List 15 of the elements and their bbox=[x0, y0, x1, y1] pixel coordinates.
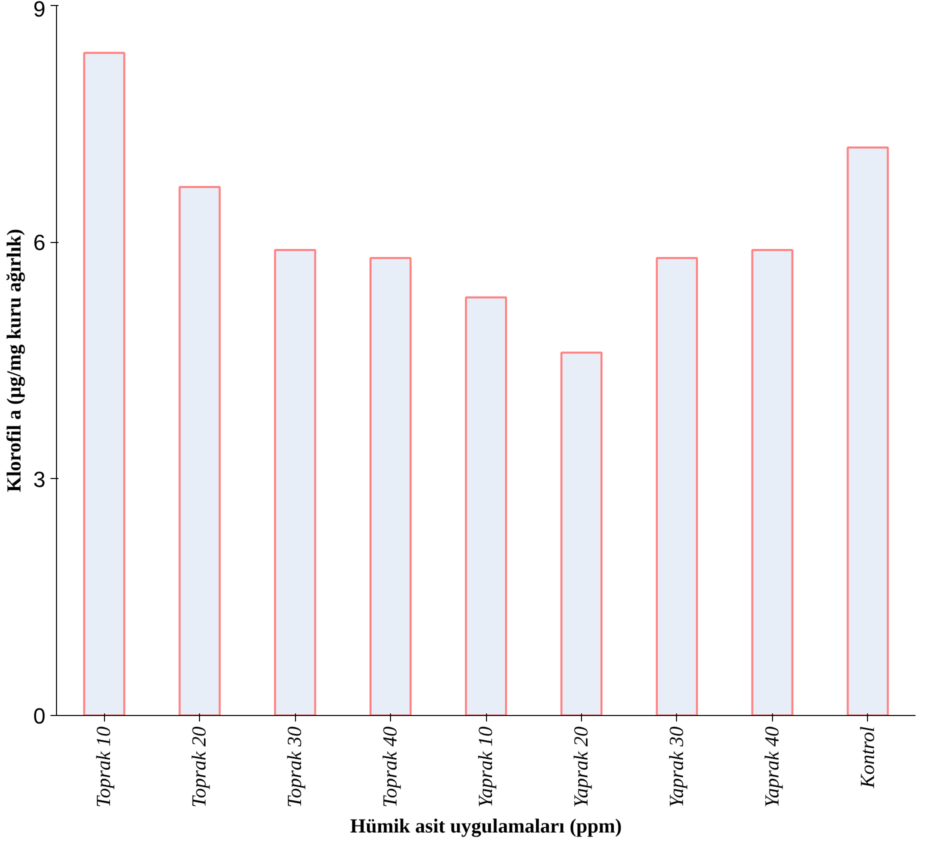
x-tick-label: Yaprak 10 bbox=[475, 726, 497, 808]
x-tick-label: Toprak 30 bbox=[284, 726, 306, 808]
x-tick-label: Yaprak 30 bbox=[666, 726, 688, 808]
y-tick-label: 6 bbox=[33, 230, 46, 256]
x-tick-label: Kontrol bbox=[856, 726, 879, 789]
x-tick-label: Yaprak 20 bbox=[570, 726, 592, 808]
x-tick-label: Toprak 40 bbox=[380, 726, 402, 808]
x-tick-label: Toprak 20 bbox=[188, 726, 211, 808]
x-tick-label: Yaprak 40 bbox=[761, 726, 784, 808]
x-tick-label: Toprak 10 bbox=[93, 726, 116, 808]
y-tick-label: 0 bbox=[33, 704, 46, 728]
y-axis-title: Klorofil a (µg/mg kuru ağırlık) bbox=[3, 228, 26, 492]
y-tick-label: 3 bbox=[33, 466, 46, 492]
x-axis-title: Hümik asit uygulamaları (ppm) bbox=[350, 815, 622, 838]
y-tick-label: 9 bbox=[33, 0, 46, 22]
